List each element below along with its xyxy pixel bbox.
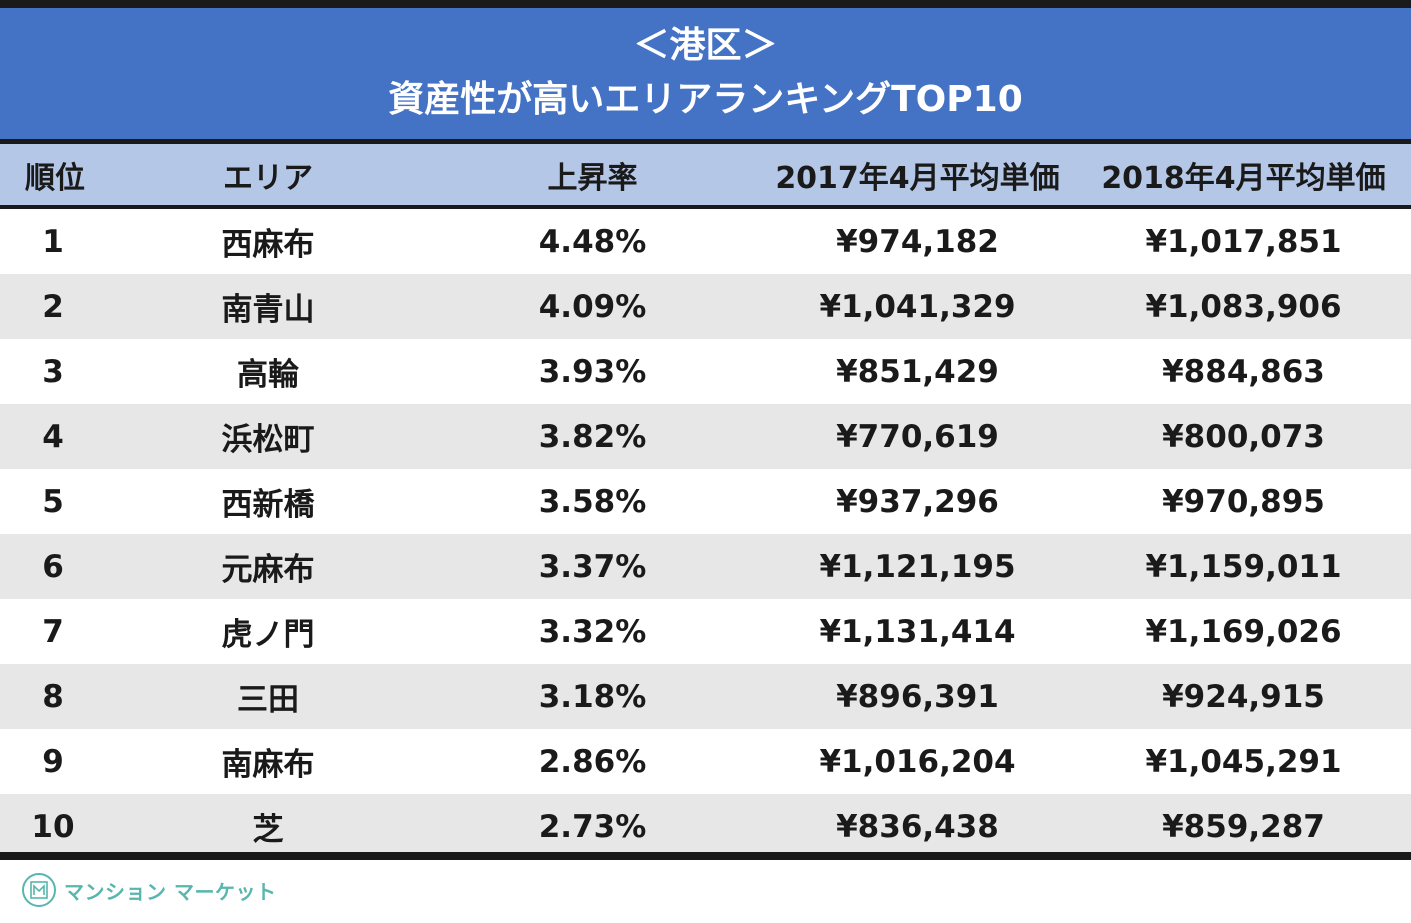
price-2018-cell: ¥859,287 bbox=[1162, 808, 1325, 845]
rank-cell: 5 bbox=[42, 483, 64, 520]
table-row: 10 芝 2.73% ¥836,438 ¥859,287 bbox=[0, 794, 1411, 859]
price-2018-cell: ¥1,169,026 bbox=[1145, 613, 1342, 650]
rate-cell: 2.86% bbox=[538, 743, 647, 780]
rank-cell: 1 bbox=[42, 223, 64, 260]
area-cell: 西新橋 bbox=[221, 487, 315, 523]
title-line-2: 資産性が高いエリアランキングTOP10 bbox=[388, 79, 1023, 120]
header-rate: 上昇率 bbox=[547, 160, 638, 196]
brand-footer: マンション マーケット bbox=[22, 870, 276, 910]
rank-cell: 4 bbox=[42, 418, 64, 455]
rate-cell: 3.37% bbox=[538, 548, 647, 585]
table-row: 6 元麻布 3.37% ¥1,121,195 ¥1,159,011 bbox=[0, 534, 1411, 599]
title-divider bbox=[0, 139, 1411, 144]
rate-cell: 3.32% bbox=[538, 613, 647, 650]
rank-cell: 7 bbox=[42, 613, 64, 650]
price-2017-cell: ¥836,438 bbox=[836, 808, 999, 845]
price-2018-cell: ¥884,863 bbox=[1162, 353, 1325, 390]
top-border bbox=[0, 0, 1411, 8]
area-cell: 南青山 bbox=[221, 292, 315, 328]
price-2018-cell: ¥1,159,011 bbox=[1145, 548, 1342, 585]
price-2018-cell: ¥800,073 bbox=[1162, 418, 1325, 455]
rank-cell: 8 bbox=[42, 678, 64, 715]
price-2018-cell: ¥1,045,291 bbox=[1145, 743, 1342, 780]
table-row: 1 西麻布 4.48% ¥974,182 ¥1,017,851 bbox=[0, 209, 1411, 274]
table-title: ＜港区＞ 資産性が高いエリアランキングTOP10 bbox=[0, 8, 1411, 139]
price-2017-cell: ¥1,121,195 bbox=[819, 548, 1016, 585]
area-cell: 三田 bbox=[237, 682, 299, 718]
area-cell: 南麻布 bbox=[221, 747, 315, 783]
rank-cell: 3 bbox=[42, 353, 64, 390]
header-price-2017: 2017年4月平均単価 bbox=[775, 160, 1060, 196]
price-2017-cell: ¥1,131,414 bbox=[819, 613, 1016, 650]
table-row: 3 高輪 3.93% ¥851,429 ¥884,863 bbox=[0, 339, 1411, 404]
header-rank: 順位 bbox=[25, 160, 85, 196]
table-row: 4 浜松町 3.82% ¥770,619 ¥800,073 bbox=[0, 404, 1411, 469]
price-2017-cell: ¥896,391 bbox=[836, 678, 999, 715]
rate-cell: 3.82% bbox=[538, 418, 647, 455]
price-2017-cell: ¥974,182 bbox=[836, 223, 999, 260]
table-row: 5 西新橋 3.58% ¥937,296 ¥970,895 bbox=[0, 469, 1411, 534]
table-row: 7 虎ノ門 3.32% ¥1,131,414 ¥1,169,026 bbox=[0, 599, 1411, 664]
rate-cell: 3.58% bbox=[538, 483, 647, 520]
table-row: 8 三田 3.18% ¥896,391 ¥924,915 bbox=[0, 664, 1411, 729]
rank-cell: 10 bbox=[31, 808, 75, 845]
price-2017-cell: ¥851,429 bbox=[836, 353, 999, 390]
area-cell: 高輪 bbox=[237, 357, 299, 393]
table-header: 順位 エリア 上昇率 2017年4月平均単価 2018年4月平均単価 bbox=[0, 144, 1411, 205]
price-2018-cell: ¥1,017,851 bbox=[1145, 223, 1342, 260]
header-price-2018: 2018年4月平均単価 bbox=[1101, 160, 1386, 196]
area-cell: 芝 bbox=[252, 812, 284, 848]
price-2017-cell: ¥1,016,204 bbox=[819, 743, 1016, 780]
area-cell: 虎ノ門 bbox=[221, 617, 315, 653]
area-cell: 元麻布 bbox=[221, 552, 315, 588]
header-divider bbox=[0, 205, 1411, 209]
bottom-border bbox=[0, 852, 1411, 860]
price-2017-cell: ¥770,619 bbox=[836, 418, 999, 455]
area-cell: 浜松町 bbox=[221, 422, 315, 458]
rank-cell: 6 bbox=[42, 548, 64, 585]
rate-cell: 3.18% bbox=[538, 678, 647, 715]
rate-cell: 4.09% bbox=[538, 288, 647, 325]
price-2018-cell: ¥970,895 bbox=[1162, 483, 1325, 520]
header-area: エリア bbox=[223, 160, 313, 196]
rank-cell: 2 bbox=[42, 288, 64, 325]
rate-cell: 4.48% bbox=[538, 223, 647, 260]
title-line-1: ＜港区＞ bbox=[633, 25, 778, 66]
table-row: 9 南麻布 2.86% ¥1,016,204 ¥1,045,291 bbox=[0, 729, 1411, 794]
price-2017-cell: ¥1,041,329 bbox=[819, 288, 1016, 325]
area-cell: 西麻布 bbox=[221, 227, 315, 263]
price-2018-cell: ¥924,915 bbox=[1162, 678, 1325, 715]
mansion-market-logo-icon bbox=[22, 873, 56, 907]
rate-cell: 3.93% bbox=[538, 353, 647, 390]
brand-name: マンション マーケット bbox=[64, 879, 277, 904]
price-2018-cell: ¥1,083,906 bbox=[1145, 288, 1342, 325]
table-row: 2 南青山 4.09% ¥1,041,329 ¥1,083,906 bbox=[0, 274, 1411, 339]
rank-cell: 9 bbox=[42, 743, 64, 780]
price-2017-cell: ¥937,296 bbox=[836, 483, 999, 520]
table-body: 1 西麻布 4.48% ¥974,182 ¥1,017,851 2 南青山 4.… bbox=[0, 209, 1411, 859]
rate-cell: 2.73% bbox=[538, 808, 647, 845]
